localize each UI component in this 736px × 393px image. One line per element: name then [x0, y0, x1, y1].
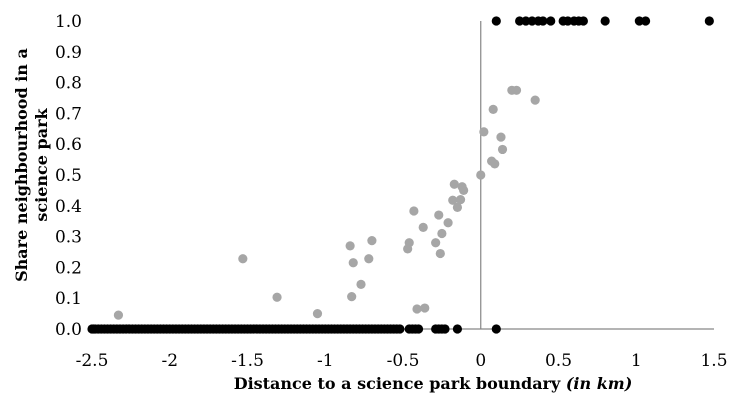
data-points [87, 16, 714, 334]
y-tick-label: 0.3 [55, 228, 82, 248]
x-tick-label: 0.5 [545, 351, 572, 371]
y-tick-label: 0.2 [55, 258, 82, 278]
grey-data-point [530, 95, 540, 105]
x-tick-label: 0 [475, 351, 486, 371]
y-tick-label: 0.6 [55, 135, 82, 155]
black-data-point [491, 16, 501, 26]
grey-data-point [356, 279, 366, 289]
grey-data-point [420, 303, 430, 313]
black-data-point [600, 16, 610, 26]
x-tick-label: -1.5 [231, 351, 264, 371]
grey-data-point [455, 195, 466, 205]
black-data-point [491, 324, 501, 334]
y-tick-label: 0.4 [55, 197, 82, 217]
y-tick-label: 0.5 [55, 166, 82, 186]
grey-data-point [437, 228, 447, 239]
y-axis-title-line1: Share neighbourhood in a [12, 48, 31, 282]
grey-data-point [459, 185, 469, 195]
x-axis-ticks: -2.5 -2 -1.5 -1 -0.5 0 0.5 1 1.5 [76, 351, 728, 371]
black-data-point [546, 16, 556, 26]
grey-data-point [435, 248, 445, 259]
y-tick-label: 0.9 [55, 43, 82, 63]
grey-data-point [476, 170, 486, 180]
grey-data-point [364, 254, 374, 264]
black-data-point [452, 324, 463, 334]
black-data-point [413, 324, 424, 334]
y-axis-title: Share neighbourhood in a science park [12, 48, 51, 282]
x-tick-label: -2 [161, 351, 178, 371]
y-tick-label: 0.8 [55, 74, 82, 94]
grey-data-point [113, 310, 124, 320]
grey-data-point [434, 210, 444, 220]
grey-data-point [488, 104, 498, 114]
grey-data-point [272, 292, 282, 302]
grey-data-point [452, 202, 463, 212]
black-data-point [395, 324, 405, 334]
grey-data-point [490, 159, 500, 169]
black-data-point [440, 324, 450, 334]
x-tick-label: -1 [317, 351, 334, 371]
grey-data-point [418, 222, 428, 232]
grey-data-point [348, 258, 358, 268]
grey-data-point [367, 236, 377, 246]
y-tick-label: 1.0 [55, 12, 82, 32]
x-tick-label: -2.5 [76, 351, 109, 371]
grey-data-point [412, 304, 422, 314]
grey-data-point [404, 238, 414, 248]
grey-data-point [345, 241, 355, 251]
grey-data-point [312, 309, 323, 319]
grey-data-point [479, 127, 489, 137]
grey-data-point [497, 144, 508, 155]
grey-data-point [511, 85, 522, 95]
x-tick-label: 1 [631, 351, 642, 371]
y-tick-label: 0.7 [55, 104, 82, 124]
y-axis-title-line2: science park [32, 107, 51, 221]
grey-data-point [238, 254, 248, 264]
y-tick-label: 0.0 [55, 320, 82, 340]
grey-data-point [449, 179, 459, 189]
black-data-point [578, 16, 588, 26]
x-tick-label: 1.5 [700, 351, 727, 371]
plot-area [87, 16, 714, 334]
y-tick-label: 0.1 [55, 289, 82, 309]
grey-data-point [409, 206, 419, 216]
x-axis-title: Distance to a science park boundary (in … [234, 374, 633, 393]
x-axis-title-unit: (in km) [566, 374, 632, 393]
black-data-point [640, 16, 651, 26]
x-axis-title-text: Distance to a science park boundary [234, 374, 561, 393]
grey-data-point [448, 195, 458, 205]
x-tick-label: -0.5 [387, 351, 420, 371]
black-data-point [704, 16, 714, 26]
black-data-point [538, 16, 548, 26]
y-axis-ticks: 0.0 0.1 0.2 0.3 0.4 0.5 0.6 0.7 0.8 0.9 1.0 [55, 12, 82, 340]
grey-data-point [431, 238, 441, 248]
grey-data-point [347, 292, 357, 302]
grey-data-point [443, 218, 453, 228]
grey-data-point [496, 132, 506, 142]
